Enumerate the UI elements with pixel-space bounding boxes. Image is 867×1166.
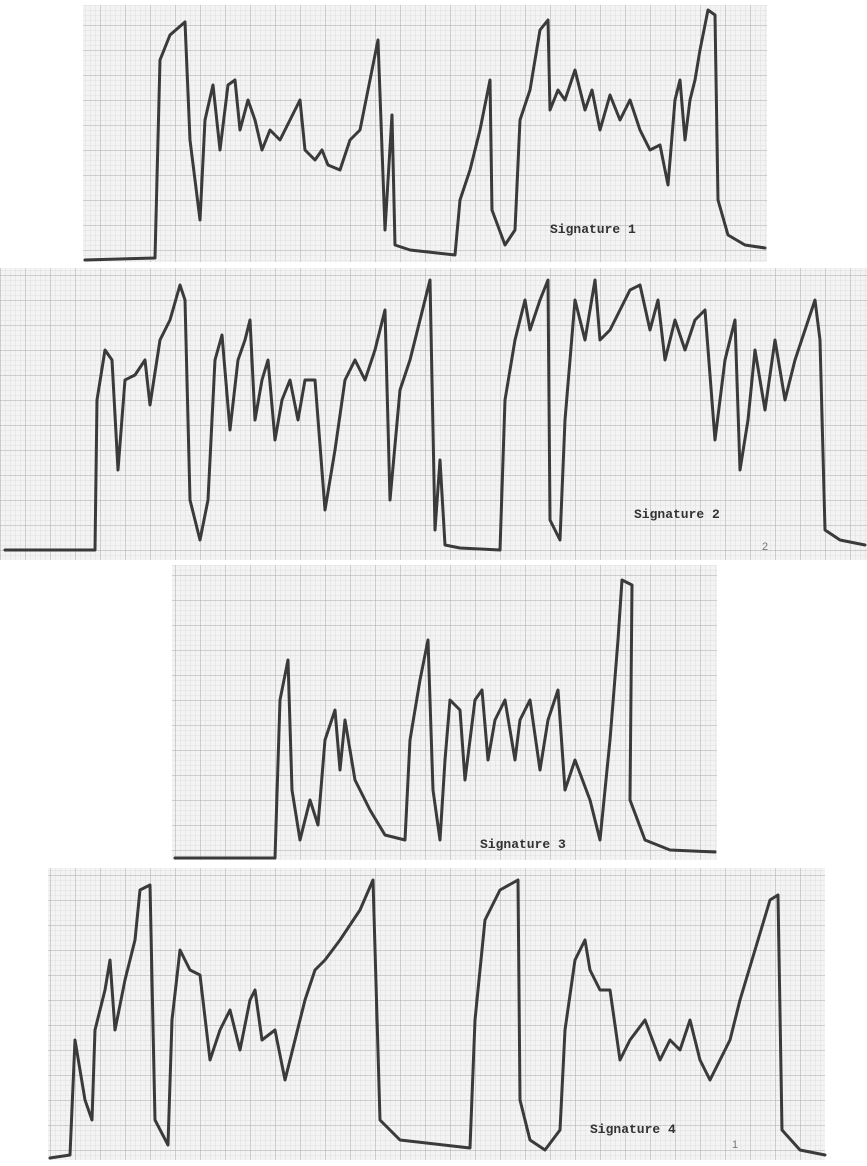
- trace: [3, 278, 867, 552]
- trace: [83, 8, 767, 262]
- trace: [48, 878, 827, 1160]
- graph-grid: [83, 5, 767, 262]
- graph-grid: [172, 565, 717, 860]
- panel-label: Signature 3: [480, 837, 566, 852]
- panel: Signature 1: [83, 5, 767, 262]
- panel-label: Signature 2: [634, 507, 720, 522]
- trace: [173, 578, 717, 860]
- panel: Signature 3: [172, 565, 717, 860]
- panel-label: Signature 1: [550, 222, 636, 237]
- page-mark: 1: [732, 1139, 738, 1151]
- panel: Signature 4 1: [48, 868, 827, 1160]
- panel: Signature 2 2: [0, 268, 867, 560]
- graph-grid: [48, 868, 825, 1160]
- panel-label: Signature 4: [590, 1122, 676, 1137]
- page-mark: 2: [762, 541, 768, 553]
